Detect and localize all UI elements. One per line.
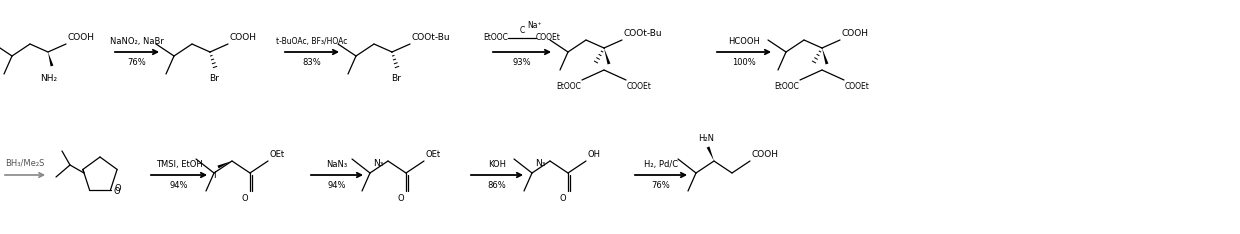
Text: COOEt: COOEt <box>627 82 652 91</box>
Text: NaN₃: NaN₃ <box>326 160 347 169</box>
Text: COOH: COOH <box>841 29 868 38</box>
Text: Br: Br <box>210 74 219 83</box>
Text: EtOOC: EtOOC <box>556 82 582 91</box>
Text: EtOOC: EtOOC <box>774 82 799 91</box>
Text: HCOOH: HCOOH <box>728 37 760 46</box>
Text: NH₂: NH₂ <box>41 74 57 83</box>
Text: OH: OH <box>587 150 600 159</box>
Text: OEt: OEt <box>425 150 440 159</box>
Text: O: O <box>559 194 565 203</box>
Text: 83%: 83% <box>303 58 321 67</box>
Text: COOH: COOH <box>229 33 255 42</box>
Text: H₂N: H₂N <box>698 134 714 143</box>
Text: Na⁺: Na⁺ <box>527 21 542 30</box>
Text: KOH: KOH <box>489 160 506 169</box>
Text: O: O <box>242 194 248 203</box>
Text: TMSI, EtOH: TMSI, EtOH <box>156 160 202 169</box>
Text: 76%: 76% <box>128 58 146 67</box>
Text: C: C <box>520 26 525 35</box>
Text: OEt: OEt <box>269 150 284 159</box>
Text: t-BuOAc, BF₃/HOAc: t-BuOAc, BF₃/HOAc <box>277 37 347 46</box>
Text: COOt-Bu: COOt-Bu <box>622 29 662 38</box>
Text: 76%: 76% <box>652 181 671 190</box>
Text: N₃: N₃ <box>536 158 546 168</box>
Polygon shape <box>604 48 610 64</box>
Text: COOH: COOH <box>67 33 94 42</box>
Text: 94%: 94% <box>170 181 188 190</box>
Text: COOEt: COOEt <box>536 33 560 43</box>
Text: N₃: N₃ <box>373 158 384 168</box>
Text: I: I <box>213 171 216 180</box>
Polygon shape <box>707 146 714 161</box>
Text: BH₃/Me₂S: BH₃/Me₂S <box>5 159 45 168</box>
Text: COOEt: COOEt <box>844 82 870 91</box>
Text: H₂, Pd/C: H₂, Pd/C <box>644 160 678 169</box>
Polygon shape <box>48 52 53 66</box>
Text: NaNO₂, NaBr: NaNO₂, NaBr <box>110 37 164 46</box>
Text: O: O <box>397 194 404 203</box>
Text: 93%: 93% <box>512 58 531 67</box>
Polygon shape <box>822 48 828 64</box>
Text: COOt-Bu: COOt-Bu <box>410 33 450 42</box>
Text: 100%: 100% <box>732 58 756 67</box>
Polygon shape <box>217 161 232 168</box>
Text: O: O <box>114 184 122 193</box>
Text: 94%: 94% <box>327 181 346 190</box>
Text: O: O <box>114 187 120 196</box>
Text: EtOOC: EtOOC <box>484 33 508 43</box>
Text: Br: Br <box>391 74 401 83</box>
Text: COOH: COOH <box>751 150 777 159</box>
Text: 86%: 86% <box>487 181 506 190</box>
